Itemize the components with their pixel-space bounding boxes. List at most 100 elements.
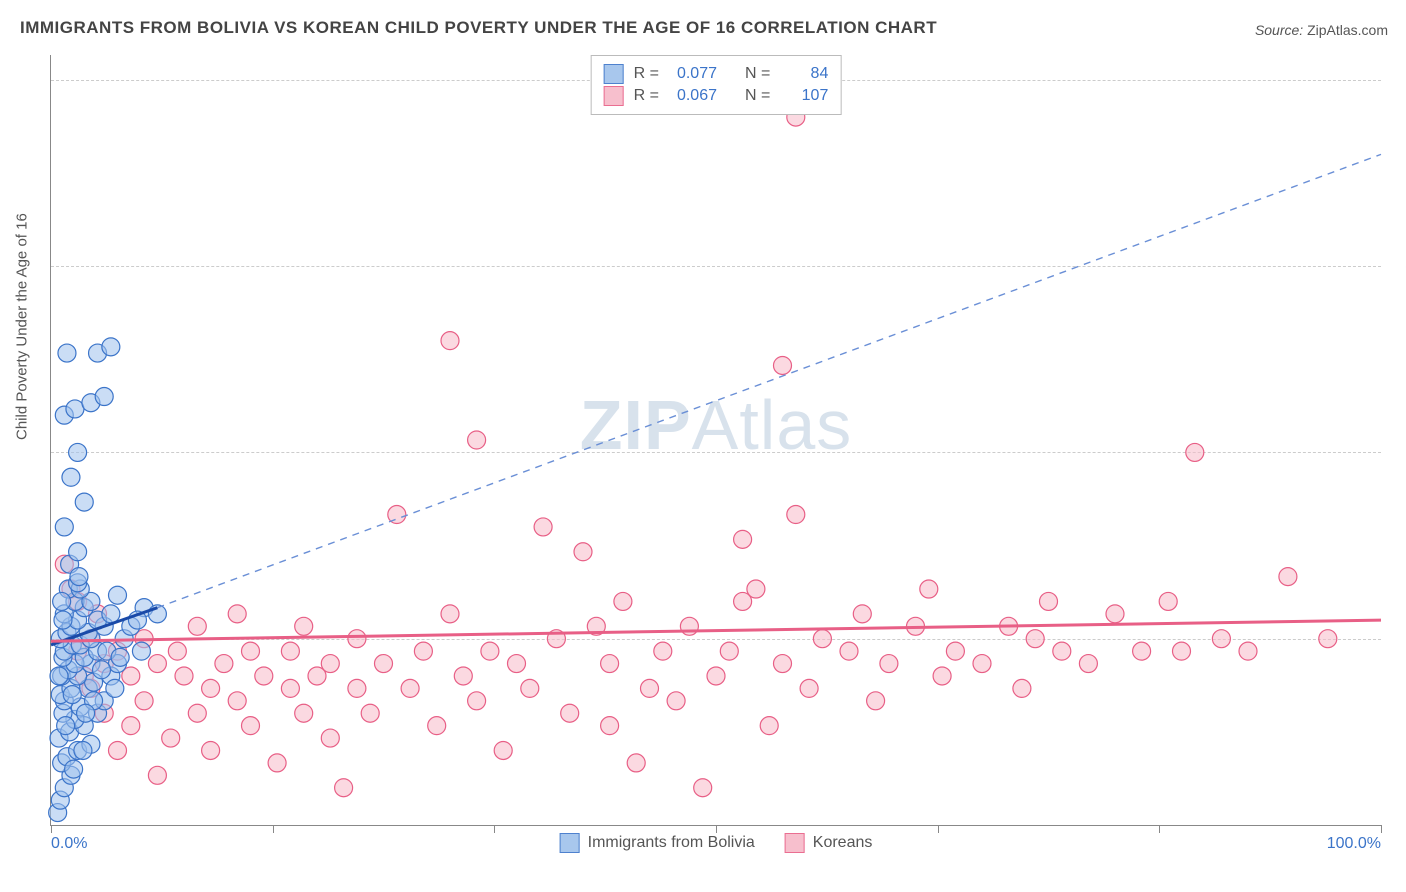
correlation-legend: R = 0.077 N = 84 R = 0.067 N = 107 [591, 55, 842, 115]
source-value: ZipAtlas.com [1307, 22, 1388, 38]
data-point [441, 605, 459, 623]
data-point [58, 344, 76, 362]
data-point [561, 704, 579, 722]
data-point [734, 530, 752, 548]
x-tick [494, 825, 495, 833]
data-point [654, 642, 672, 660]
data-point [694, 779, 712, 797]
data-point [1133, 642, 1151, 660]
data-point [135, 692, 153, 710]
legend-label-koreans: Koreans [813, 834, 873, 852]
swatch-bolivia [560, 833, 580, 853]
data-point [760, 717, 778, 735]
data-point [268, 754, 286, 772]
legend-item-koreans: Koreans [785, 833, 873, 853]
data-point [880, 655, 898, 673]
legend-row-bolivia: R = 0.077 N = 84 [604, 64, 829, 84]
data-point [428, 717, 446, 735]
data-point [109, 586, 127, 604]
data-point [93, 661, 111, 679]
data-point [132, 642, 150, 660]
data-point [787, 506, 805, 524]
data-point [1040, 592, 1058, 610]
swatch-koreans [604, 86, 624, 106]
data-point [601, 655, 619, 673]
data-point [111, 648, 129, 666]
swatch-koreans [785, 833, 805, 853]
plot-area: ZIPAtlas 15.0%30.0%45.0%60.0% R = 0.077 … [50, 55, 1381, 826]
legend-row-koreans: R = 0.067 N = 107 [604, 86, 829, 106]
data-point [77, 704, 95, 722]
data-point [65, 760, 83, 778]
data-point [168, 642, 186, 660]
data-point [228, 692, 246, 710]
y-tick-label: 15.0% [1391, 630, 1406, 648]
data-point [601, 717, 619, 735]
data-point [1053, 642, 1071, 660]
data-point [348, 679, 366, 697]
data-point [255, 667, 273, 685]
data-point [321, 729, 339, 747]
x-tick [938, 825, 939, 833]
data-point [1013, 679, 1031, 697]
data-point [641, 679, 659, 697]
data-point [70, 568, 88, 586]
y-tick-label: 30.0% [1391, 443, 1406, 461]
chart-container: IMMIGRANTS FROM BOLIVIA VS KOREAN CHILD … [0, 0, 1406, 892]
data-point [57, 717, 75, 735]
x-tick-label-min: 0.0% [51, 835, 87, 853]
data-point [295, 704, 313, 722]
data-point [920, 580, 938, 598]
x-tick-label-max: 100.0% [1327, 835, 1381, 853]
trend-line [157, 154, 1381, 607]
n-value-koreans: 107 [780, 87, 828, 105]
data-point [63, 686, 81, 704]
data-point [774, 356, 792, 374]
data-point [1212, 630, 1230, 648]
swatch-bolivia [604, 64, 624, 84]
data-point [1173, 642, 1191, 660]
data-point [933, 667, 951, 685]
n-value-bolivia: 84 [780, 65, 828, 83]
chart-title: IMMIGRANTS FROM BOLIVIA VS KOREAN CHILD … [20, 18, 937, 38]
data-point [55, 518, 73, 536]
data-point [946, 642, 964, 660]
data-point [1279, 568, 1297, 586]
data-point [162, 729, 180, 747]
data-point [215, 655, 233, 673]
data-point [800, 679, 818, 697]
data-point [106, 679, 124, 697]
data-point [481, 642, 499, 660]
legend-item-bolivia: Immigrants from Bolivia [560, 833, 755, 853]
y-axis-label: Child Poverty Under the Age of 16 [14, 213, 31, 440]
data-point [242, 642, 260, 660]
data-point [53, 592, 71, 610]
trend-line [51, 620, 1381, 641]
data-point [75, 493, 93, 511]
data-point [69, 443, 87, 461]
data-point [188, 704, 206, 722]
data-point [441, 332, 459, 350]
source-label: Source: [1255, 22, 1303, 38]
data-point [188, 617, 206, 635]
data-point [148, 766, 166, 784]
legend-label-bolivia: Immigrants from Bolivia [588, 834, 755, 852]
y-tick-label: 45.0% [1391, 257, 1406, 275]
data-point [1079, 655, 1097, 673]
data-point [281, 642, 299, 660]
data-point [281, 679, 299, 697]
x-tick [1159, 825, 1160, 833]
x-tick [51, 825, 52, 833]
data-point [840, 642, 858, 660]
data-point [375, 655, 393, 673]
x-tick [1381, 825, 1382, 833]
r-label: R = [634, 65, 659, 83]
data-point [175, 667, 193, 685]
data-point [627, 754, 645, 772]
data-point [468, 431, 486, 449]
data-point [1106, 605, 1124, 623]
n-label: N = [745, 87, 770, 105]
data-point [228, 605, 246, 623]
data-point [401, 679, 419, 697]
data-point [202, 741, 220, 759]
